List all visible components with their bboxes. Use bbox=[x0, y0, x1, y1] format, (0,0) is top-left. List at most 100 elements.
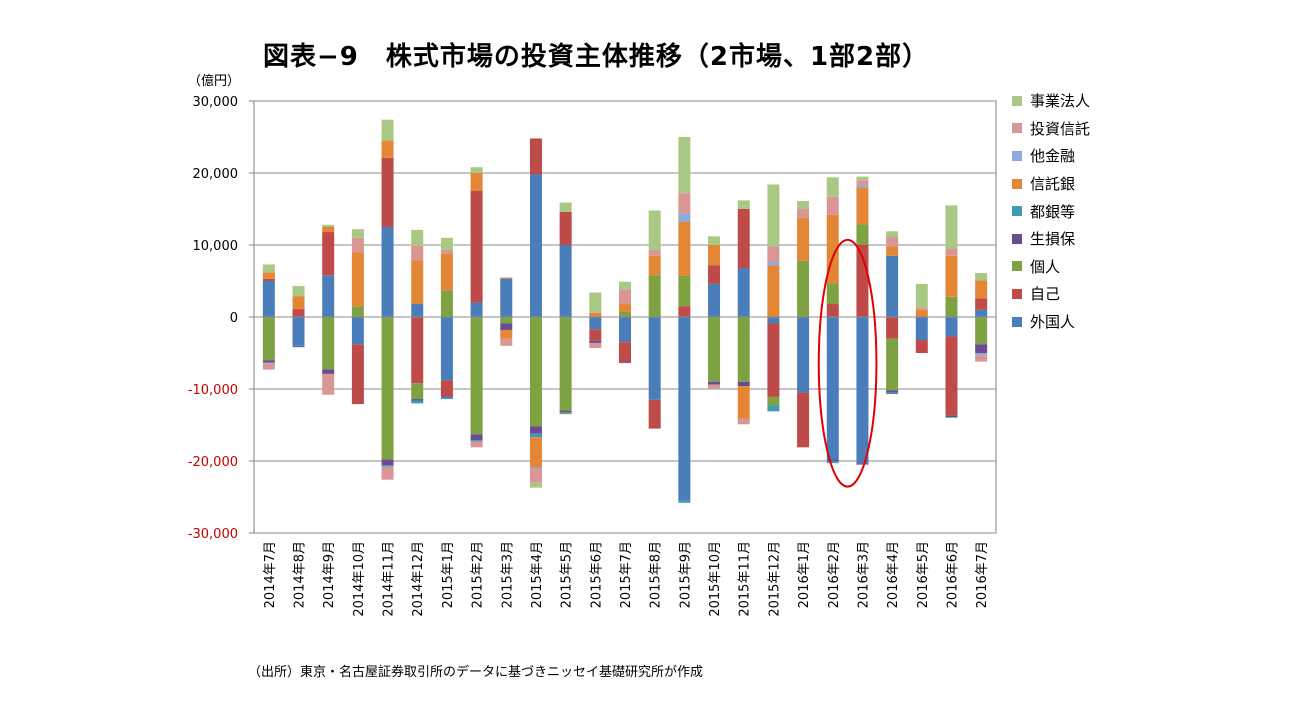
bar-segment bbox=[589, 329, 602, 341]
bar-segment bbox=[619, 317, 631, 343]
y-tick-label: 20,000 bbox=[193, 167, 239, 182]
x-tick-label: 2014年9月 bbox=[322, 541, 337, 608]
bar-segment bbox=[351, 306, 364, 317]
bar-segment bbox=[500, 317, 513, 324]
bar-segment bbox=[975, 353, 988, 356]
bar-segment bbox=[648, 255, 661, 276]
x-tick-label: 2015年7月 bbox=[619, 541, 634, 608]
bar-segment bbox=[886, 392, 899, 395]
bar-segment bbox=[856, 224, 869, 245]
bar-segment bbox=[826, 304, 839, 317]
bar-segment bbox=[886, 390, 899, 393]
bar-segment bbox=[767, 246, 780, 262]
bar-segment bbox=[262, 360, 275, 363]
y-tick-label: 30,000 bbox=[193, 95, 239, 110]
highlight-ellipse bbox=[817, 238, 878, 488]
legend-swatch bbox=[1012, 178, 1022, 189]
bar-segment bbox=[737, 381, 750, 387]
bar-segment bbox=[826, 177, 839, 197]
axes: 30,000 20,000 10,000 0 -10,000 -20,000 -30,000… bbox=[188, 95, 996, 617]
bar-segment bbox=[589, 340, 602, 343]
x-tick-label: 2014年11月 bbox=[382, 541, 397, 617]
x-tick-label: 2015年12月 bbox=[767, 541, 782, 617]
bar-segment bbox=[767, 323, 780, 397]
bar-segment bbox=[648, 317, 661, 400]
x-tick-label: 2015年6月 bbox=[589, 541, 604, 608]
legend-swatch bbox=[1012, 206, 1022, 217]
bar-segment bbox=[351, 344, 364, 405]
bar-segment bbox=[322, 369, 335, 374]
bar-segment bbox=[945, 336, 958, 416]
bar-segment bbox=[262, 363, 275, 370]
bar-segment bbox=[470, 441, 483, 448]
bar-segment bbox=[529, 433, 542, 438]
bar-segment bbox=[708, 265, 721, 284]
bar-segment bbox=[262, 278, 275, 281]
bar-segment bbox=[826, 317, 839, 460]
bar-segment bbox=[975, 298, 988, 310]
legend-item: 個人 bbox=[1012, 253, 1090, 281]
bar-segment bbox=[559, 413, 572, 415]
legend-label: 生損保 bbox=[1030, 230, 1076, 249]
bar-segment bbox=[470, 191, 483, 303]
bar-segment bbox=[351, 237, 364, 253]
bar-segment bbox=[381, 140, 394, 158]
bar-segment bbox=[322, 373, 335, 395]
bar-segment bbox=[708, 245, 721, 266]
legend-label: 自己 bbox=[1030, 285, 1061, 304]
bar-segment bbox=[500, 278, 513, 279]
legend-swatch bbox=[1012, 288, 1022, 299]
bar-segment bbox=[589, 317, 602, 330]
x-tick-label: 2015年9月 bbox=[678, 541, 693, 608]
bar-segment bbox=[440, 317, 453, 381]
y-tick-label: -30,000 bbox=[188, 527, 238, 542]
x-tick-label: 2015年8月 bbox=[649, 541, 664, 608]
x-tick-label: 2014年12月 bbox=[411, 541, 426, 617]
legend-label: 外国人 bbox=[1030, 313, 1076, 332]
y-unit-label: （億円） bbox=[188, 74, 241, 89]
bar-segment bbox=[856, 185, 869, 188]
bar-segment bbox=[648, 210, 661, 251]
bar-segment bbox=[886, 237, 899, 247]
bar-segment bbox=[589, 342, 602, 348]
bar-segment bbox=[440, 290, 453, 317]
bar-segment bbox=[411, 383, 424, 400]
legend-label: 投資信託 bbox=[1030, 119, 1091, 138]
x-tick-label: 2015年11月 bbox=[738, 541, 753, 617]
bar-segment bbox=[559, 202, 572, 212]
x-tick-label: 2014年8月 bbox=[293, 541, 308, 608]
bar-segment bbox=[322, 317, 335, 370]
y-tick-label: 10,000 bbox=[193, 239, 239, 254]
bar-segment bbox=[886, 338, 899, 391]
bar-segment bbox=[619, 281, 631, 290]
bar-segment bbox=[351, 252, 364, 307]
bar-segment bbox=[559, 317, 572, 411]
bar-segment bbox=[915, 283, 928, 308]
bar-segment bbox=[559, 412, 572, 414]
bar-segment bbox=[797, 201, 810, 209]
bar-segment bbox=[678, 500, 691, 503]
bar-segment bbox=[767, 396, 780, 406]
bar-segment bbox=[797, 317, 810, 393]
bar-segment bbox=[529, 138, 542, 175]
bar-segment bbox=[440, 397, 453, 400]
bar-segment bbox=[292, 345, 305, 347]
x-tick-label: 2016年2月 bbox=[827, 541, 842, 608]
bar-segment bbox=[915, 307, 928, 310]
bar-segment bbox=[767, 184, 780, 247]
bar-segment bbox=[678, 306, 691, 317]
bar-segment bbox=[381, 459, 394, 466]
bar-segment bbox=[381, 465, 394, 467]
bar-segment bbox=[500, 338, 513, 346]
bar-segment bbox=[975, 355, 988, 362]
legend-swatch bbox=[1012, 95, 1022, 106]
bar-segment bbox=[411, 304, 424, 317]
bar-segment bbox=[500, 277, 513, 279]
bar-segment bbox=[470, 440, 483, 442]
bar-segment bbox=[559, 211, 572, 245]
bars bbox=[262, 119, 988, 503]
bar-segment bbox=[529, 426, 542, 434]
bar-segment bbox=[767, 405, 780, 412]
bar-segment bbox=[381, 466, 394, 480]
bar-segment bbox=[737, 268, 750, 317]
